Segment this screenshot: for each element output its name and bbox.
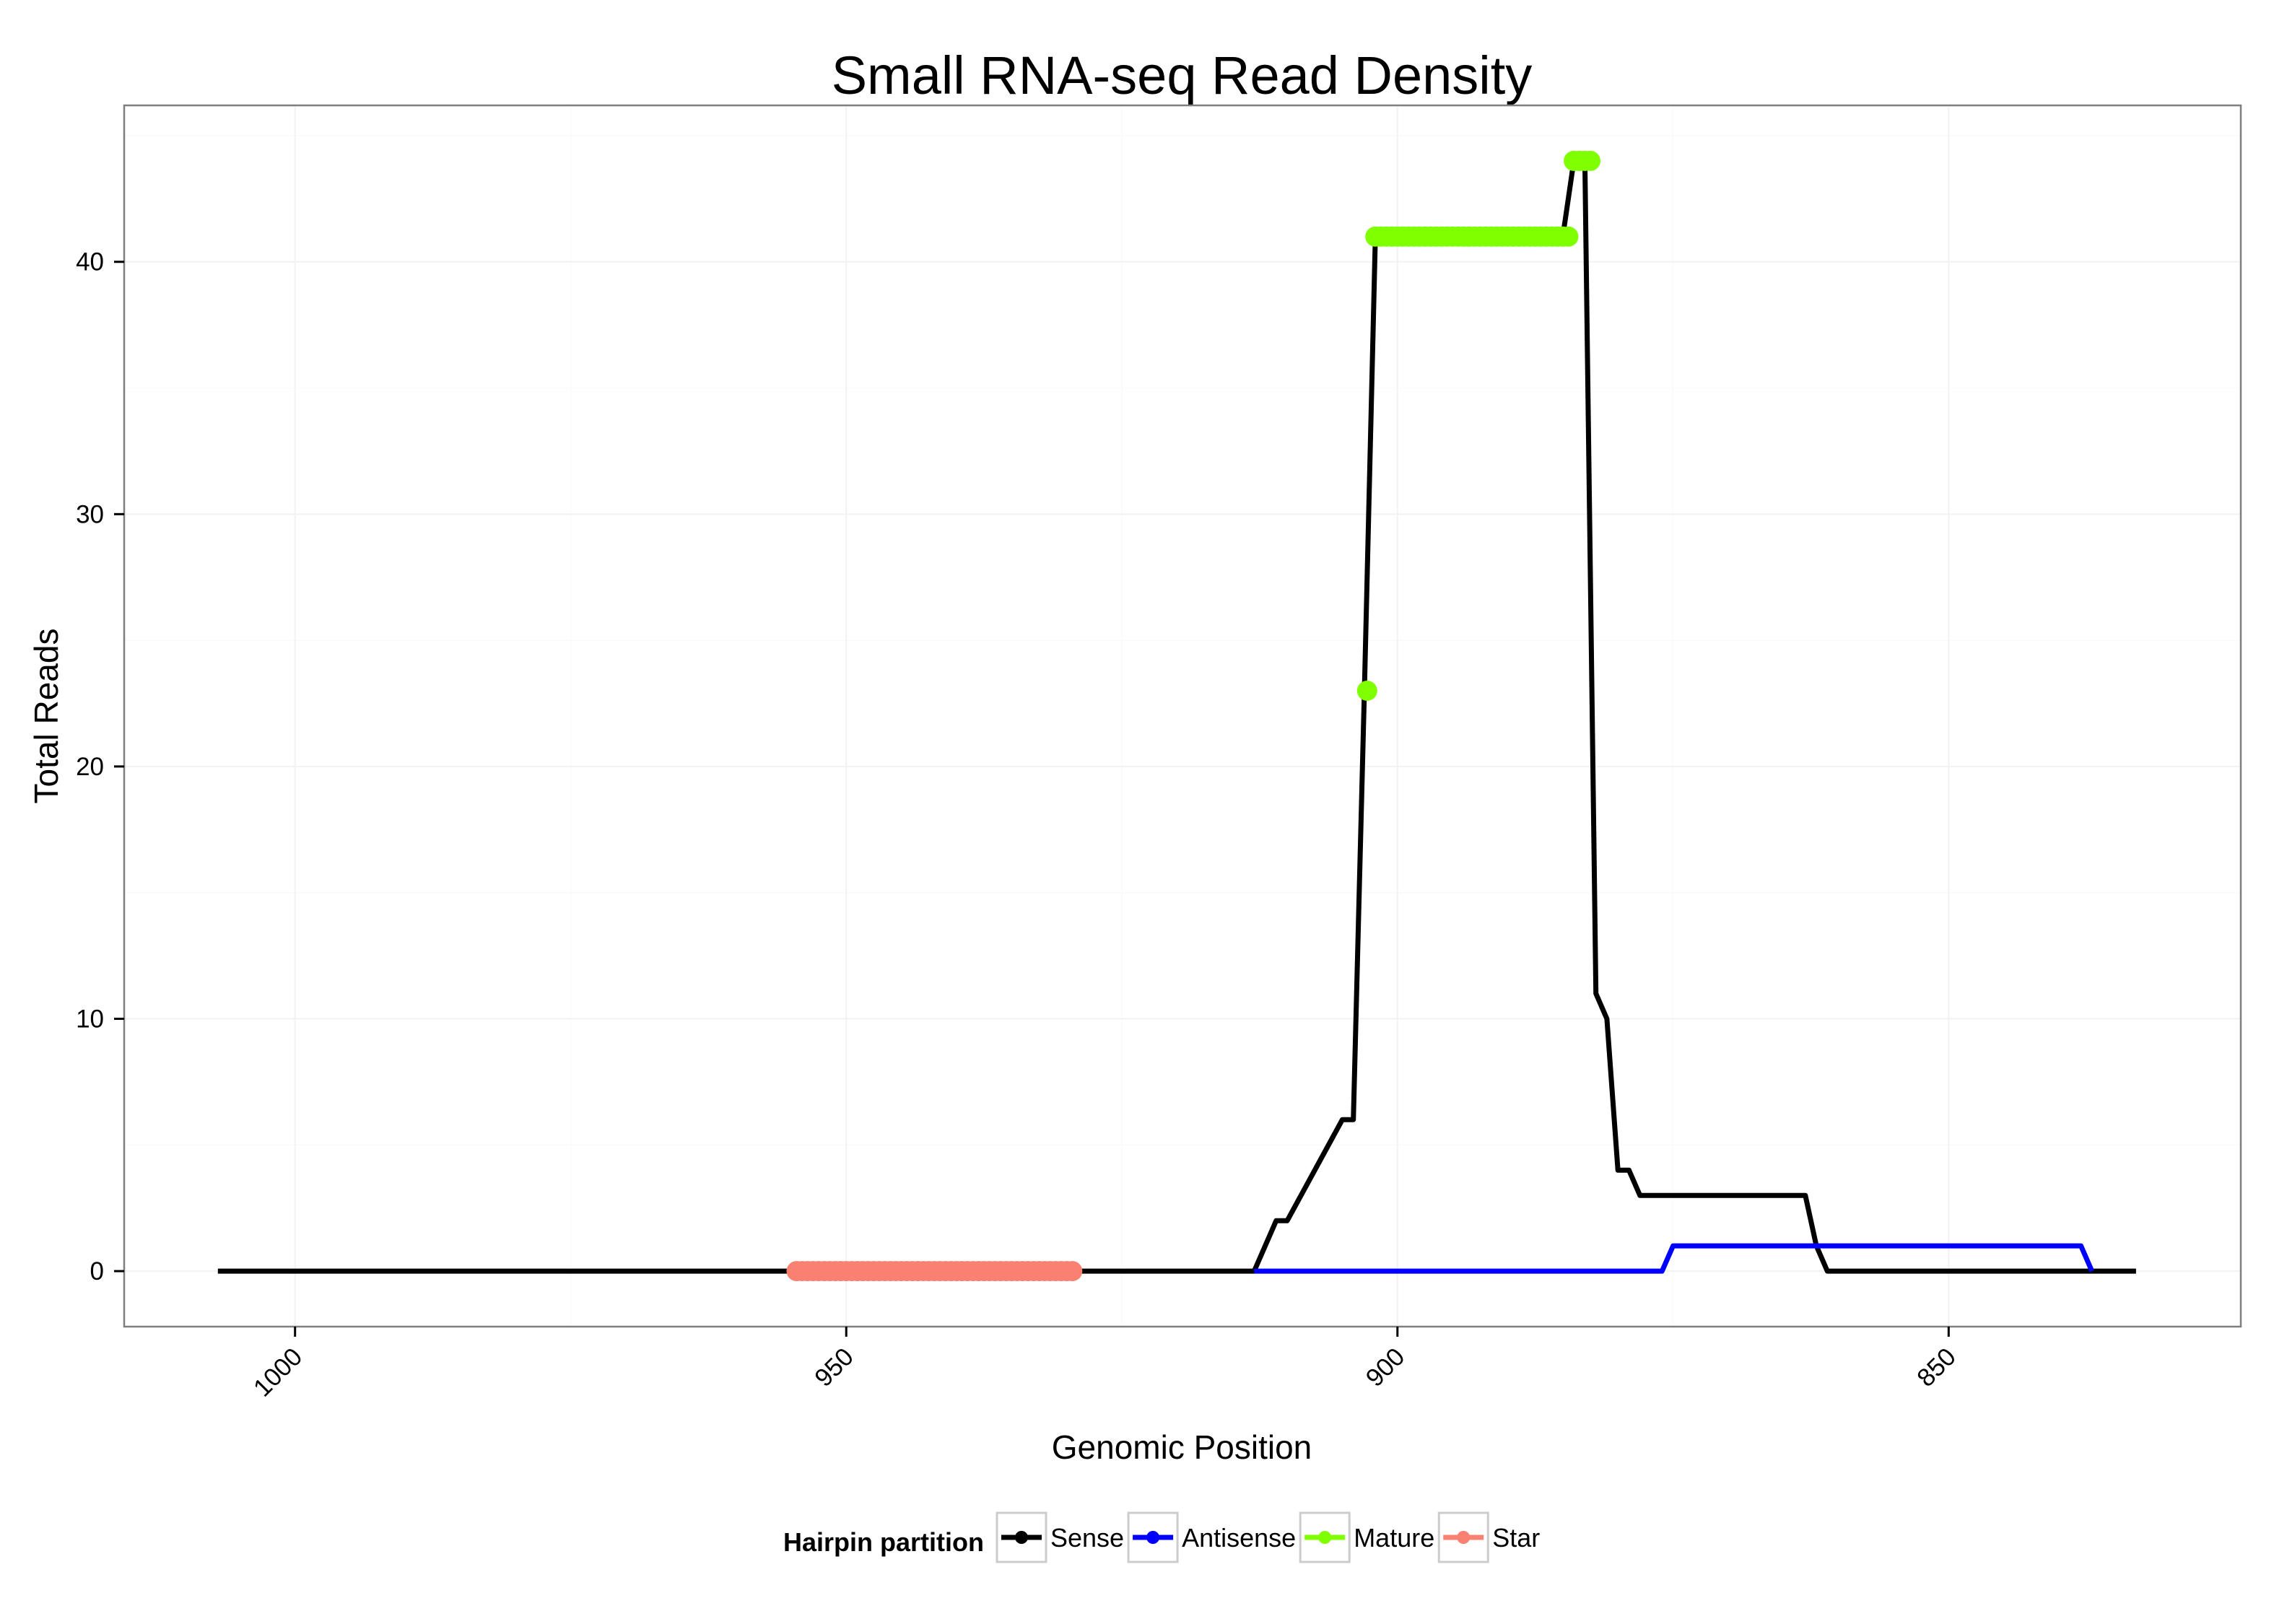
plot-panel [124,105,2241,1327]
data-point-mature-41 [1580,150,1600,171]
series-points-star [786,1261,1083,1282]
data-point-mature-36 [1558,226,1579,247]
data-point-star-50 [1062,1261,1083,1282]
legend-item-star: Star [1437,1511,1540,1563]
y-tick-label-2: 20 [76,753,104,781]
y-tick-label-0: 0 [90,1257,104,1285]
legend-label-mature: Mature [1354,1523,1434,1553]
legend-items: Sense Antisense Mature Star [996,1511,1540,1563]
legend-key-dot-mature [1318,1531,1332,1544]
legend-label-sense: Sense [1050,1523,1124,1553]
y-tick-label-3: 30 [76,500,104,528]
legend-key-dot-sense [1015,1531,1028,1544]
series-layer [217,150,2136,1282]
y-axis-title: Total Reads [27,629,65,804]
legend-label-antisense: Antisense [1182,1523,1296,1553]
legend-title: Hairpin partition [783,1527,984,1557]
y-tick-label-4: 40 [76,248,104,276]
y-tick-label-1: 10 [76,1005,104,1034]
legend-item-antisense: Antisense [1127,1511,1296,1563]
legend-item-sense: Sense [996,1511,1124,1563]
legend-key-dot-antisense [1146,1531,1160,1544]
legend: Hairpin partition Sense Antisense Mature St… [783,1511,1540,1563]
legend-key-dot-star [1457,1531,1471,1544]
grid-layer [124,105,2241,1327]
series-points-mature [1356,150,1600,701]
plot-border [123,104,2242,1328]
x-axis-title: Genomic Position [1052,1428,1312,1466]
data-point-mature-0 [1356,681,1377,701]
legend-item-mature: Mature [1299,1511,1434,1563]
chart-title: Small RNA-seq Read Density [832,45,1533,105]
legend-label-star: Star [1492,1523,1540,1553]
series-line-antisense [1254,1243,2095,1274]
